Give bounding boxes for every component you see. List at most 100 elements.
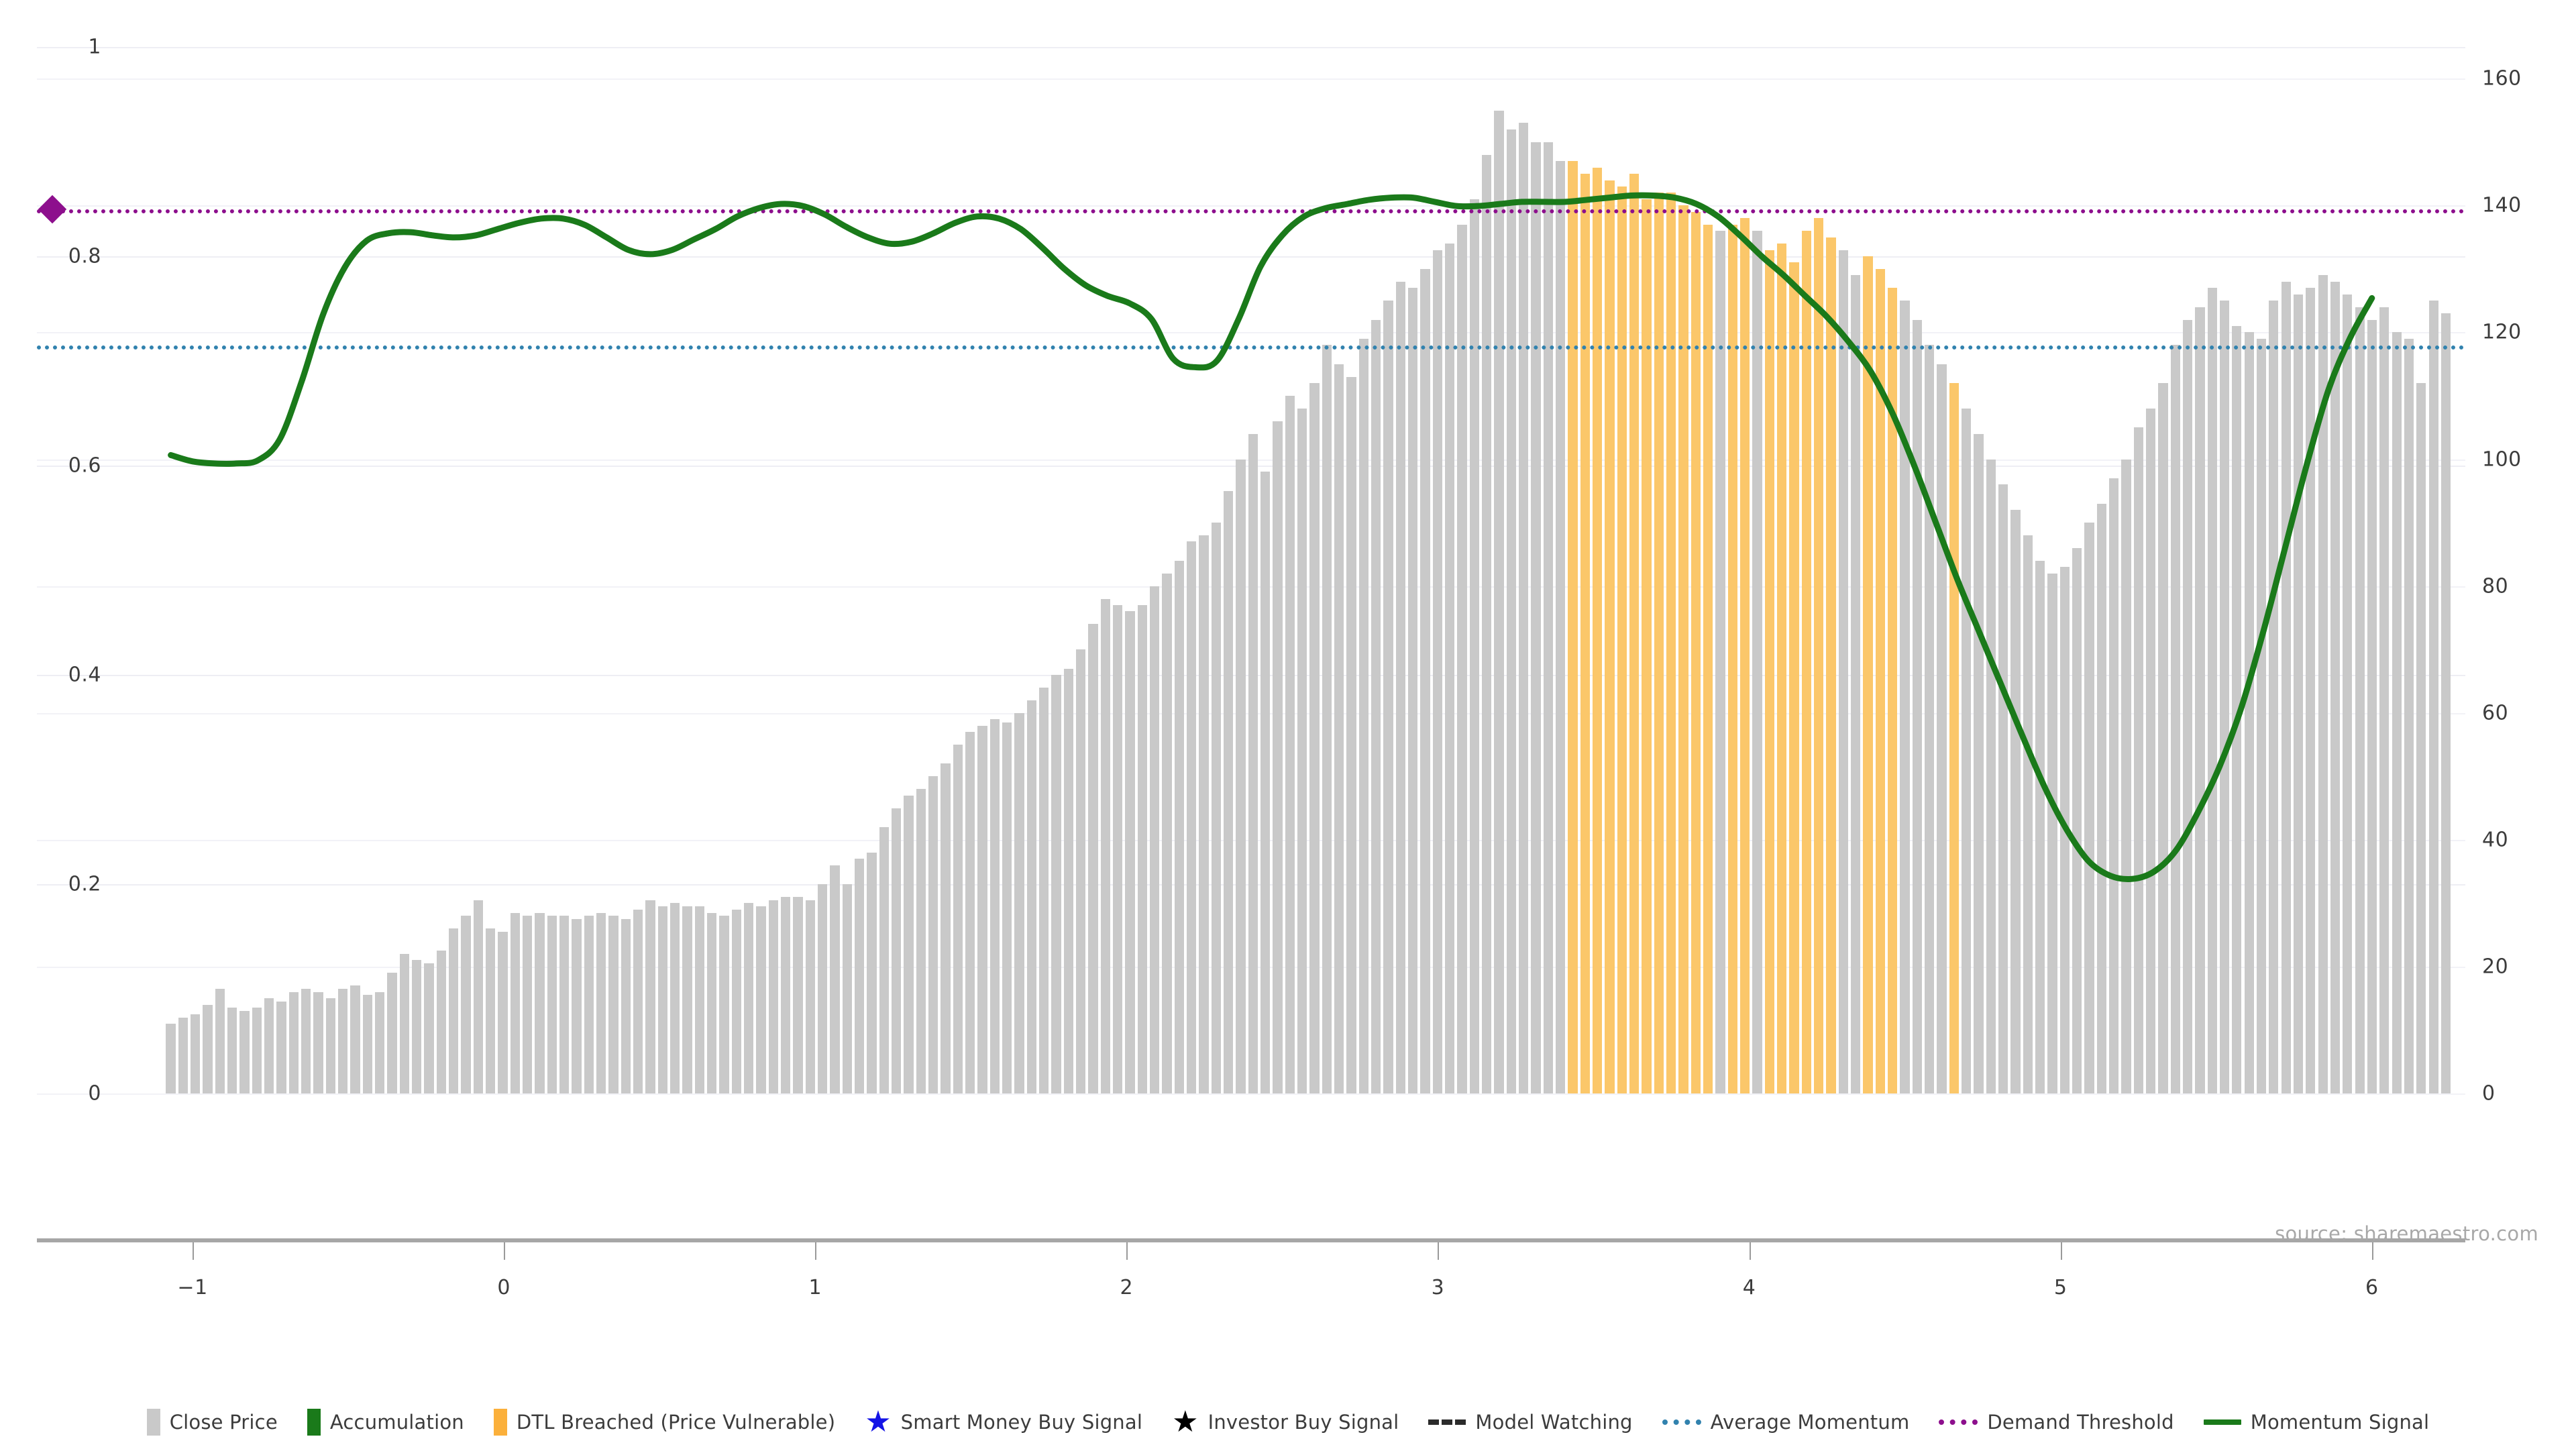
close-price-bar[interactable]: [399, 954, 410, 1093]
close-price-bar[interactable]: [227, 1008, 237, 1093]
close-price-bar[interactable]: [424, 963, 434, 1093]
close-price-bar[interactable]: [1236, 459, 1246, 1093]
legend-item[interactable]: Demand Threshold: [1939, 1411, 2174, 1434]
close-price-bar[interactable]: [572, 919, 582, 1093]
close-price-bar[interactable]: [633, 909, 643, 1093]
close-price-bar[interactable]: [1162, 573, 1172, 1093]
dtl-breached-bar[interactable]: [1887, 288, 1898, 1093]
dtl-breached-bar[interactable]: [1789, 262, 1799, 1093]
close-price-bar[interactable]: [855, 859, 865, 1093]
close-price-bar[interactable]: [1063, 668, 1073, 1093]
close-price-bar[interactable]: [1998, 484, 2008, 1093]
dtl-breached-bar[interactable]: [1568, 161, 1578, 1093]
dtl-breached-bar[interactable]: [1592, 167, 1603, 1093]
close-price-bar[interactable]: [1838, 250, 1848, 1093]
legend-item[interactable]: Model Watching: [1428, 1411, 1632, 1434]
legend-item[interactable]: DTL Breached (Price Vulnerable): [493, 1409, 835, 1436]
close-price-bar[interactable]: [375, 991, 385, 1093]
close-price-bar[interactable]: [166, 1024, 176, 1093]
dtl-breached-bar[interactable]: [1875, 268, 1885, 1093]
close-price-bar[interactable]: [1407, 288, 1418, 1093]
close-price-bar[interactable]: [719, 916, 729, 1093]
close-price-bar[interactable]: [2355, 307, 2365, 1093]
close-price-bar[interactable]: [301, 989, 311, 1093]
close-price-bar[interactable]: [941, 763, 951, 1093]
close-price-bar[interactable]: [1248, 433, 1258, 1093]
close-price-bar[interactable]: [2035, 560, 2045, 1093]
dtl-breached-bar[interactable]: [1690, 211, 1701, 1093]
close-price-bar[interactable]: [1961, 408, 1972, 1093]
close-price-bar[interactable]: [2244, 332, 2254, 1093]
close-price-bar[interactable]: [510, 912, 520, 1093]
close-price-bar[interactable]: [486, 928, 496, 1093]
dtl-breached-bar[interactable]: [1801, 231, 1811, 1093]
close-price-bar[interactable]: [2367, 319, 2377, 1093]
close-price-bar[interactable]: [707, 912, 717, 1093]
close-price-bar[interactable]: [2269, 301, 2279, 1093]
close-price-bar[interactable]: [608, 916, 619, 1093]
dtl-breached-bar[interactable]: [1666, 193, 1676, 1093]
close-price-bar[interactable]: [1494, 110, 1504, 1093]
close-price-bar[interactable]: [916, 789, 926, 1093]
close-price-bar[interactable]: [559, 916, 570, 1093]
dtl-breached-bar[interactable]: [1813, 218, 1824, 1093]
close-price-bar[interactable]: [2330, 281, 2341, 1093]
close-price-bar[interactable]: [621, 919, 631, 1093]
dtl-breached-bar[interactable]: [1642, 199, 1652, 1093]
dtl-breached-bar[interactable]: [1703, 224, 1713, 1093]
close-price-bar[interactable]: [2306, 288, 2316, 1093]
close-price-bar[interactable]: [215, 989, 225, 1093]
close-price-bar[interactable]: [2281, 281, 2291, 1093]
close-price-bar[interactable]: [1186, 541, 1197, 1093]
close-price-bar[interactable]: [989, 719, 1000, 1093]
close-price-bar[interactable]: [1974, 433, 1984, 1093]
close-price-bar[interactable]: [1075, 649, 1086, 1093]
close-price-bar[interactable]: [1273, 421, 1283, 1093]
close-price-bar[interactable]: [1149, 586, 1160, 1093]
close-price-bar[interactable]: [731, 909, 741, 1093]
dtl-breached-bar[interactable]: [1605, 180, 1615, 1093]
dtl-breached-bar[interactable]: [1629, 174, 1640, 1093]
close-price-bar[interactable]: [645, 900, 655, 1093]
close-price-bar[interactable]: [1174, 560, 1184, 1093]
close-price-bar[interactable]: [1432, 250, 1442, 1093]
close-price-bar[interactable]: [793, 896, 803, 1093]
close-price-bar[interactable]: [953, 745, 963, 1093]
close-price-bar[interactable]: [657, 906, 667, 1093]
close-price-bar[interactable]: [2170, 345, 2180, 1093]
close-price-bar[interactable]: [1026, 700, 1036, 1093]
close-price-bar[interactable]: [412, 960, 422, 1093]
dtl-breached-bar[interactable]: [1678, 205, 1688, 1093]
close-price-bar[interactable]: [830, 865, 840, 1093]
close-price-bar[interactable]: [1986, 459, 1996, 1093]
dtl-breached-bar[interactable]: [1739, 218, 1750, 1093]
close-price-bar[interactable]: [2379, 307, 2390, 1093]
close-price-bar[interactable]: [264, 998, 274, 1093]
close-price-bar[interactable]: [1346, 376, 1356, 1093]
close-price-bar[interactable]: [1112, 605, 1123, 1093]
close-price-bar[interactable]: [498, 931, 508, 1093]
dtl-breached-bar[interactable]: [1617, 186, 1627, 1093]
close-price-bar[interactable]: [2182, 319, 2193, 1093]
dtl-breached-bar[interactable]: [1580, 174, 1590, 1093]
close-price-bar[interactable]: [1420, 268, 1430, 1093]
close-price-bar[interactable]: [1850, 275, 1861, 1093]
close-price-bar[interactable]: [2256, 338, 2267, 1093]
close-price-bar[interactable]: [1395, 281, 1405, 1093]
close-price-bar[interactable]: [2404, 338, 2414, 1093]
close-price-bar[interactable]: [1051, 675, 1061, 1093]
close-price-bar[interactable]: [1444, 244, 1455, 1093]
close-price-bar[interactable]: [1371, 319, 1381, 1093]
close-price-bar[interactable]: [461, 916, 471, 1093]
close-price-bar[interactable]: [313, 991, 323, 1093]
chart-legend[interactable]: Close Price Accumulation DTL Breached (Pri…: [0, 1407, 2576, 1437]
close-price-bar[interactable]: [1481, 154, 1492, 1093]
close-price-bar[interactable]: [350, 985, 360, 1093]
close-price-bar[interactable]: [203, 1004, 213, 1093]
close-price-bar[interactable]: [2023, 535, 2033, 1093]
close-price-bar[interactable]: [1199, 535, 1209, 1093]
dtl-breached-bar[interactable]: [1764, 250, 1774, 1093]
close-price-bar[interactable]: [867, 852, 877, 1093]
close-price-bar[interactable]: [781, 896, 791, 1093]
legend-item[interactable]: Accumulation: [307, 1409, 464, 1436]
